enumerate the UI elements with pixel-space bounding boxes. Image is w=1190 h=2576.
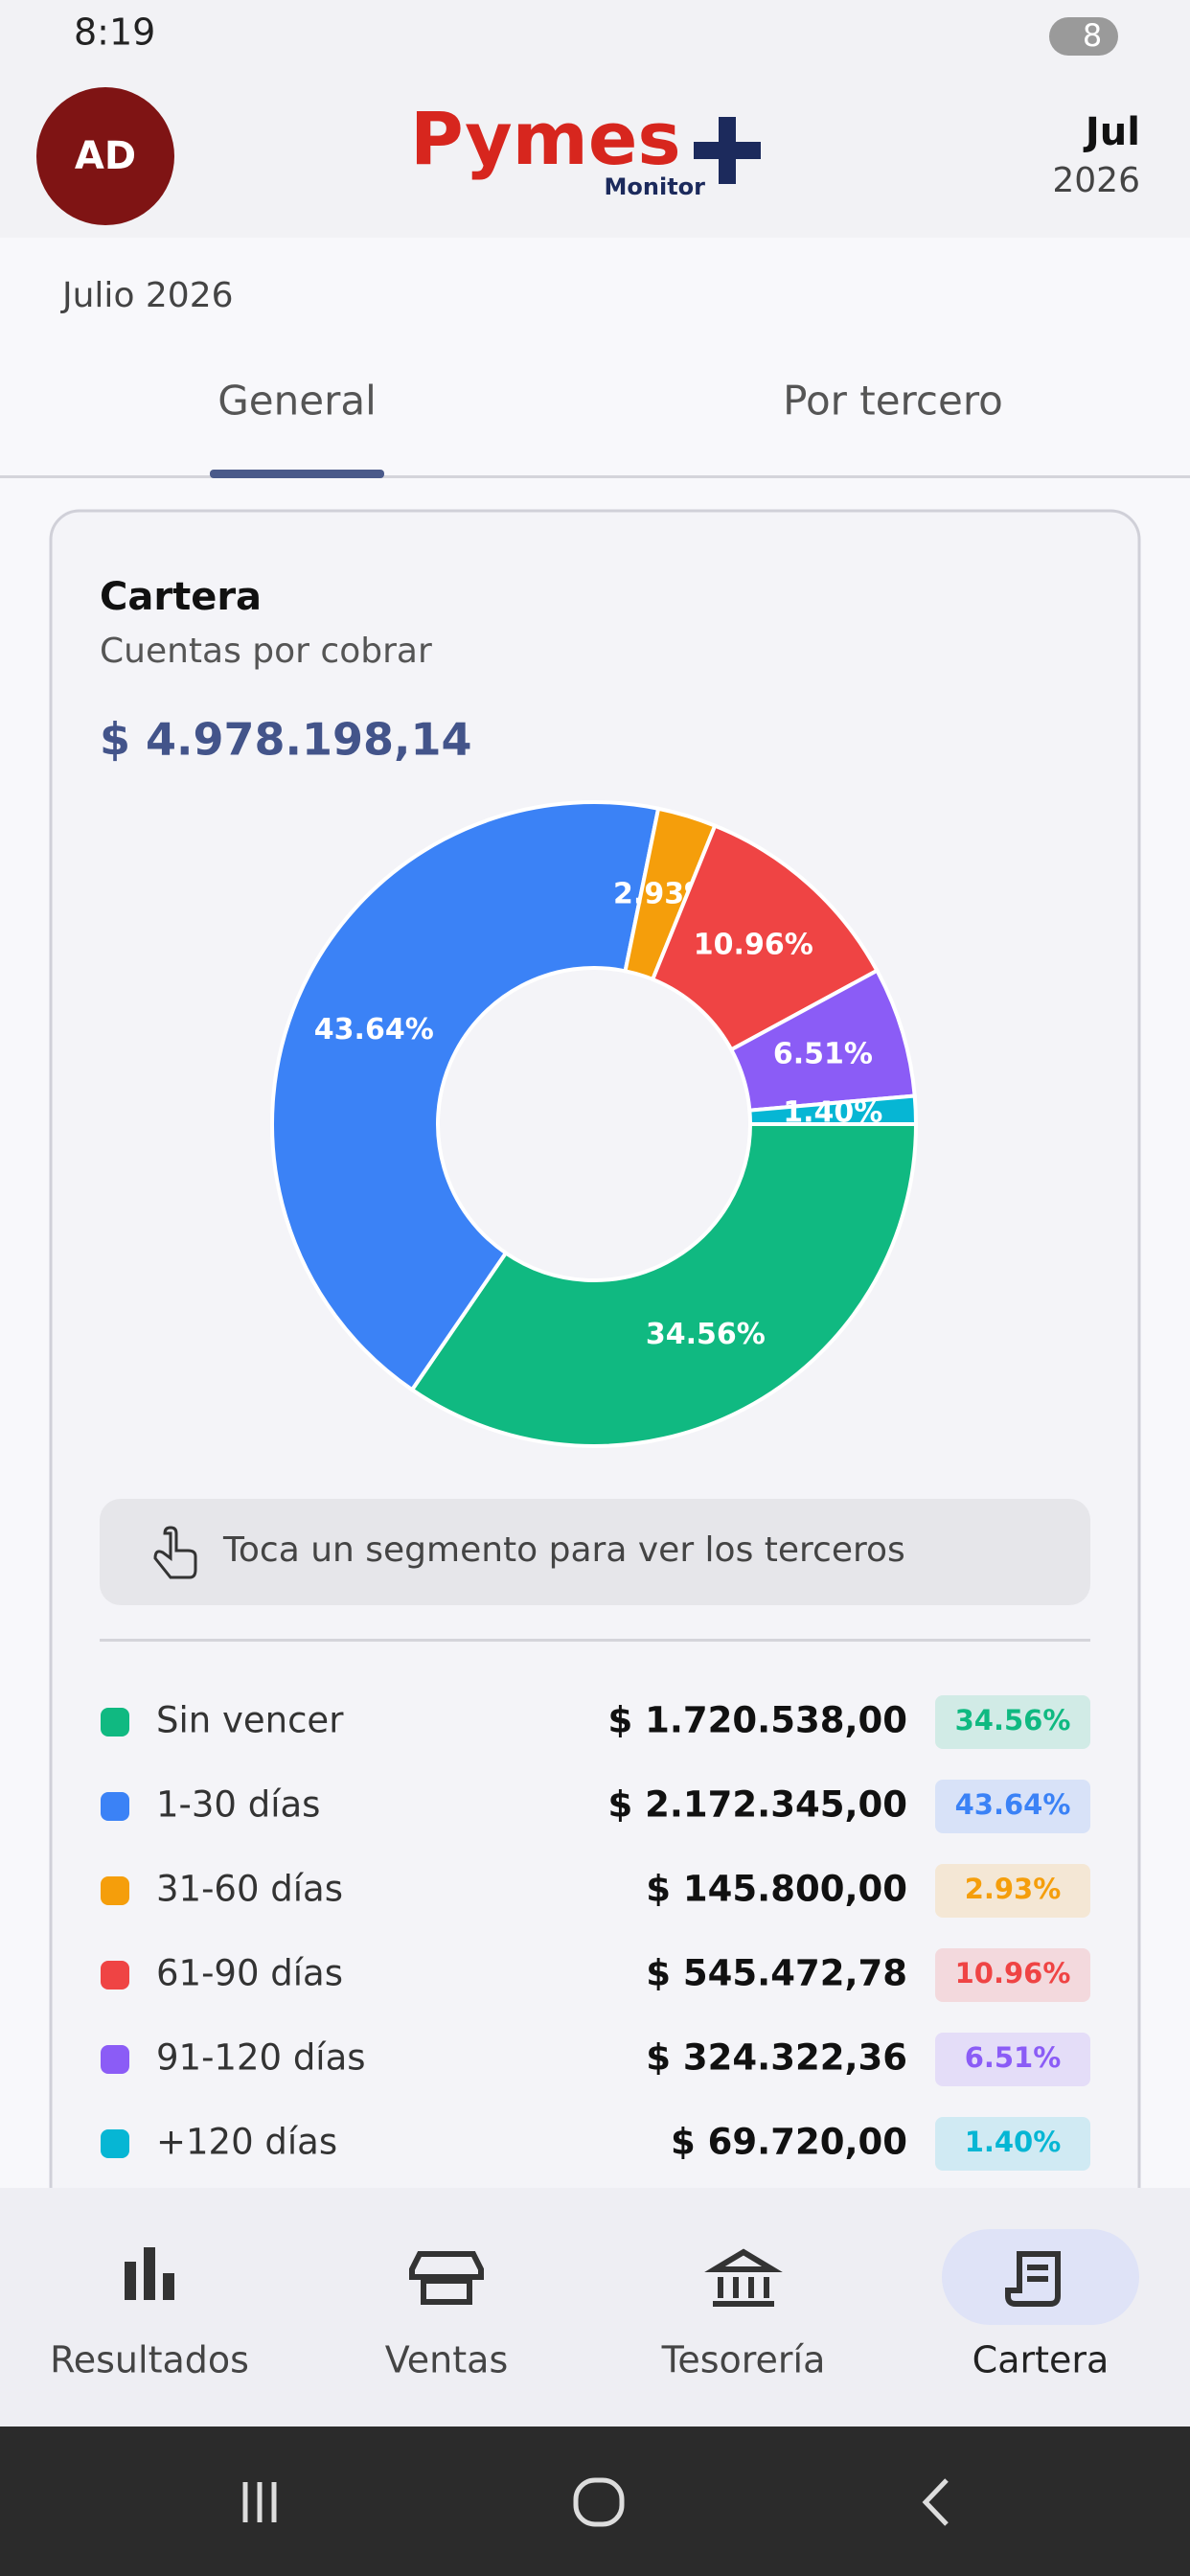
legend-badge: [935, 2117, 1090, 2171]
legend-percent: 34.56%: [955, 1704, 1071, 1736]
nav-label[interactable]: Ventas: [385, 2339, 509, 2381]
battery-level: 8: [1083, 17, 1102, 54]
segment-label: 43.64%: [314, 1013, 434, 1046]
logo: Pymes: [410, 96, 681, 181]
donut-segment[interactable]: [409, 1122, 919, 1448]
donut-segment[interactable]: [650, 823, 881, 1052]
icon-store: [409, 2251, 484, 2305]
legend-percent: 2.93%: [965, 1873, 1062, 1905]
legend-badge: [935, 1780, 1090, 1833]
legend-amount: $ 545.472,78: [646, 1953, 907, 1994]
legend: Sin vencer $ 1.720.538,00 34.56% 1-30 días $…: [101, 1695, 1090, 2171]
tab[interactable]: Por tercero: [783, 378, 1003, 425]
legend-amount: $ 69.720,00: [671, 2122, 907, 2163]
segment-label: 1.40%: [783, 1096, 882, 1130]
legend-badge: [935, 1864, 1090, 1918]
legend-amount: $ 1.720.538,00: [608, 1700, 908, 1741]
battery: [1049, 17, 1118, 56]
period: Julio 2026: [60, 276, 234, 315]
segment-label: 34.56%: [646, 1318, 766, 1351]
avatar-initials: AD: [75, 134, 136, 178]
nav-label[interactable]: Resultados: [50, 2339, 249, 2381]
logo-plus: [694, 117, 761, 184]
icon-receipt: [1005, 2251, 1061, 2307]
legend-badge: [935, 2033, 1090, 2086]
icon-bar: [144, 2247, 155, 2300]
legend-percent: 43.64%: [955, 1788, 1071, 1821]
legend-name: Sin vencer: [156, 1700, 344, 1741]
nav-label[interactable]: Cartera: [973, 2339, 1110, 2381]
legend-name: 61-90 días: [156, 1953, 343, 1994]
system-nav: [0, 2426, 1190, 2576]
legend-dot: [101, 2129, 129, 2158]
icon-bank: [704, 2248, 783, 2307]
legend-badge: [935, 1695, 1090, 1749]
legend-name: 1-30 días: [156, 1784, 320, 1826]
hint-box: [100, 1499, 1090, 1605]
legend-dot: [101, 2045, 129, 2074]
donut-chart: 34.56%43.64%2.93%10.96%6.51%1.40%: [270, 800, 919, 1448]
card-subtitle: Cuentas por cobrar: [100, 632, 432, 671]
legend-dot: [101, 1792, 129, 1821]
segment-label: 6.51%: [773, 1038, 873, 1071]
sys-back[interactable]: [922, 2478, 949, 2526]
donut-segment[interactable]: [747, 1093, 919, 1126]
sys-home[interactable]: [573, 2477, 625, 2527]
icon-bar: [125, 2262, 136, 2300]
tab-divider: [0, 475, 1190, 478]
nav-label[interactable]: Tesorería: [661, 2339, 826, 2381]
legend-amount: $ 2.172.345,00: [608, 1784, 908, 1826]
hint-text: Toca un segmento para ver los terceros: [222, 1530, 905, 1570]
legend-dot: [101, 1708, 129, 1736]
tab[interactable]: General: [217, 378, 377, 425]
legend-dot: [101, 1961, 129, 1990]
donut-segment[interactable]: [270, 800, 661, 1392]
header-month[interactable]: Jul: [1083, 110, 1140, 154]
sys-recents[interactable]: [242, 2482, 277, 2522]
nav-icons: [125, 2247, 1061, 2307]
legend-badge: [935, 1948, 1090, 2002]
legend-amount: $ 324.322,36: [646, 2037, 907, 2079]
card-total: $ 4.978.198,14: [100, 714, 472, 766]
card-title: Cartera: [100, 575, 262, 619]
legend-percent: 10.96%: [955, 1957, 1071, 1990]
logo-sub: Monitor: [605, 173, 706, 200]
icon-bar: [163, 2273, 174, 2300]
avatar[interactable]: [36, 87, 174, 225]
legend-dot: [101, 1876, 129, 1905]
legend-name: 91-120 días: [156, 2037, 366, 2079]
legend-percent: 6.51%: [965, 2041, 1062, 2074]
hint-icon: [153, 1526, 197, 1579]
segment-label: 10.96%: [694, 928, 813, 961]
legend-name: 31-60 días: [156, 1869, 343, 1910]
legend-divider: [100, 1639, 1090, 1642]
header-year[interactable]: 2026: [1052, 161, 1140, 200]
legend-amount: $ 145.800,00: [646, 1869, 907, 1910]
tab-indicator: [210, 470, 384, 478]
status-time: 8:19: [74, 12, 155, 54]
legend-percent: 1.40%: [965, 2126, 1062, 2158]
legend-name: +120 días: [156, 2122, 337, 2163]
header-bg: [0, 0, 1190, 238]
